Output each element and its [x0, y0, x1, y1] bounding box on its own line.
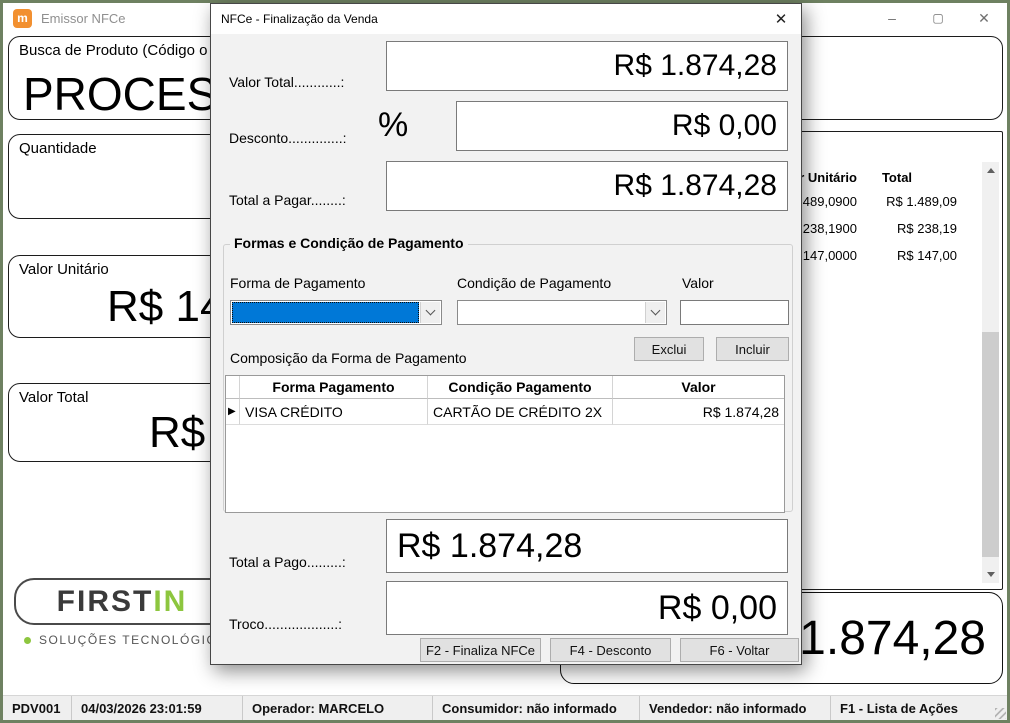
- close-icon[interactable]: ✕: [978, 9, 990, 26]
- total-pago-value: R$ 1.874,28: [397, 526, 583, 565]
- table-header-row: Forma Pagamento Condição Pagamento Valor: [226, 376, 784, 399]
- total-pagar-value: R$ 1.874,28: [613, 169, 777, 202]
- dialog-titlebar: NFCe - Finalização da Venda ✕: [211, 4, 801, 34]
- total-pagar-label: Total a Pagar........:: [229, 192, 346, 208]
- statusbar-consumer: Consumidor: não informado: [433, 696, 640, 720]
- chevron-down-icon[interactable]: [420, 302, 440, 323]
- quantity-label: Quantidade: [19, 140, 97, 157]
- firstin-logo: FIRST IN: [14, 578, 230, 625]
- row-selector-icon: ▶: [228, 406, 236, 417]
- troco-field[interactable]: R$ 0,00: [386, 581, 788, 635]
- statusbar-datetime: 04/03/2026 23:01:59: [72, 696, 243, 720]
- forma-pagamento-select[interactable]: [230, 300, 442, 325]
- scroll-down-icon[interactable]: [982, 566, 999, 583]
- statusbar-operator: Operador: MARCELO: [243, 696, 433, 720]
- maximize-icon[interactable]: ▢: [932, 11, 944, 25]
- dialog-close-icon[interactable]: ✕: [774, 11, 788, 28]
- troco-value: R$ 0,00: [657, 588, 777, 627]
- f6-voltar-button[interactable]: F6 - Voltar: [680, 638, 799, 662]
- valor-input[interactable]: [680, 300, 789, 325]
- desconto-label: Desconto..............:: [229, 130, 347, 146]
- valor-total-value: R$ 1.874,28: [613, 49, 777, 82]
- table-row[interactable]: ▶ VISA CRÉDITO CARTÃO DE CRÉDITO 2X R$ 1…: [226, 399, 784, 425]
- valor-total-label: Valor Total............:: [229, 74, 345, 90]
- minimize-icon[interactable]: –: [888, 10, 896, 26]
- grid-cell: R$ 1.489,09: [886, 194, 957, 209]
- window-title: Emissor NFCe: [41, 10, 126, 26]
- selector-column-header: [226, 376, 240, 399]
- col-valor: Valor: [613, 376, 784, 399]
- cell-condicao: CARTÃO DE CRÉDITO 2X: [428, 399, 613, 425]
- col-condicao-pagamento: Condição Pagamento: [428, 376, 613, 399]
- troco-label: Troco...................:: [229, 616, 343, 632]
- payment-group-title: Formas e Condição de Pagamento: [230, 235, 468, 251]
- unit-price-label: Valor Unitário: [19, 261, 109, 278]
- valor-label: Valor: [682, 275, 714, 291]
- valor-total-field[interactable]: R$ 1.874,28: [386, 41, 788, 91]
- f4-desconto-button[interactable]: F4 - Desconto: [550, 638, 671, 662]
- grid-cell: R$ 238,19: [897, 221, 957, 236]
- scrollbar-thumb[interactable]: [982, 332, 999, 557]
- desconto-value: R$ 0,00: [671, 109, 777, 142]
- resize-grip-icon[interactable]: [995, 708, 1006, 719]
- incluir-button[interactable]: Incluir: [716, 337, 789, 361]
- percent-sign: %: [378, 106, 409, 144]
- forma-pagamento-label: Forma de Pagamento: [230, 275, 366, 291]
- logo-in-text: IN: [153, 584, 188, 618]
- col-forma-pagamento: Forma Pagamento: [240, 376, 428, 399]
- tagline-text: SOLUÇÕES TECNOLÓGICAS: [39, 633, 236, 647]
- statusbar-actions-hint: F1 - Lista de Ações: [840, 700, 958, 716]
- cell-forma: VISA CRÉDITO: [240, 399, 428, 425]
- total-pago-label: Total a Pago.........:: [229, 554, 346, 570]
- payment-groupbox: Formas e Condição de Pagamento Forma de …: [223, 235, 793, 513]
- bullet-icon: [24, 636, 31, 644]
- total-price-label: Valor Total: [19, 389, 89, 406]
- condicao-pagamento-select[interactable]: [457, 300, 667, 325]
- product-search-label: Busca de Produto (Código o: [19, 42, 208, 59]
- scroll-up-icon[interactable]: [982, 162, 999, 179]
- f2-finaliza-button[interactable]: F2 - Finaliza NFCe: [420, 638, 541, 662]
- chevron-down-icon[interactable]: [645, 302, 665, 323]
- dialog-title: NFCe - Finalização da Venda: [221, 12, 378, 26]
- sale-finalization-dialog: NFCe - Finalização da Venda ✕ Valor Tota…: [210, 3, 802, 665]
- payment-composition-table: Forma Pagamento Condição Pagamento Valor…: [225, 375, 785, 513]
- total-pagar-field[interactable]: R$ 1.874,28: [386, 161, 788, 211]
- desconto-field[interactable]: R$ 0,00: [456, 101, 788, 151]
- condicao-pagamento-label: Condição de Pagamento: [457, 275, 612, 291]
- items-grid-scrollbar[interactable]: [982, 162, 999, 583]
- composicao-label: Composição da Forma de Pagamento: [230, 350, 467, 366]
- grid-cell: R$ 147,00: [897, 248, 957, 263]
- row-selector-cell: ▶: [226, 399, 240, 425]
- sale-total-value: 1.874,28: [799, 611, 986, 665]
- selected-highlight: [232, 302, 419, 323]
- items-grid-col-total: Total: [881, 170, 913, 185]
- app-icon: m: [13, 8, 32, 28]
- logo-tagline: SOLUÇÕES TECNOLÓGICAS: [24, 633, 236, 647]
- statusbar-pdv: PDV001: [3, 696, 72, 720]
- cell-valor: R$ 1.874,28: [613, 399, 784, 425]
- statusbar-seller: Vendedor: não informado: [640, 696, 831, 720]
- total-pago-field[interactable]: R$ 1.874,28: [386, 519, 788, 573]
- logo-first-text: FIRST: [56, 584, 154, 618]
- statusbar: PDV001 04/03/2026 23:01:59 Operador: MAR…: [3, 695, 1007, 720]
- exclui-button[interactable]: Exclui: [634, 337, 704, 361]
